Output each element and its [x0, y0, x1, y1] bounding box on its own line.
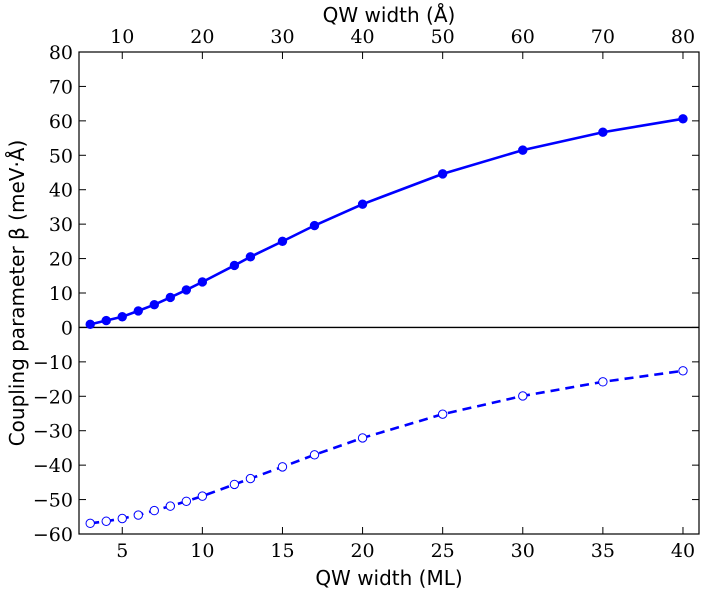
y-tick-label: 0: [61, 317, 73, 339]
x2-tick-label: 50: [431, 26, 455, 48]
y-tick-label: −50: [33, 490, 73, 512]
x-tick-label: 35: [591, 540, 615, 562]
data-point-filled: [309, 220, 320, 231]
data-point-open: [678, 366, 688, 376]
y-tick-label: −10: [33, 352, 73, 374]
y-tick-label: 80: [49, 42, 73, 64]
data-point-open: [181, 496, 192, 506]
x2-tick-label: 60: [511, 26, 535, 48]
series-line-1: [89, 117, 684, 326]
y-tick-label: 60: [49, 111, 73, 133]
y-tick-label: 30: [49, 214, 73, 236]
x2-axis-title: QW width (Å): [323, 3, 456, 27]
data-point-open: [149, 505, 159, 516]
y-tick-label: 10: [49, 283, 73, 305]
data-point-filled: [197, 277, 208, 287]
x2-tick-labels: 10 20 30 40 50 60 70 80: [110, 26, 695, 48]
x2-tick-label: 10: [110, 26, 134, 48]
data-point-open: [245, 473, 256, 484]
data-point-filled: [165, 292, 176, 303]
x2-tick-label: 70: [591, 26, 615, 48]
data-point-open: [229, 479, 240, 490]
data-point-filled: [229, 260, 240, 271]
data-point-open: [277, 462, 288, 472]
y-tick-label: −40: [33, 455, 73, 477]
data-point-filled: [133, 306, 143, 316]
tick-marks: [79, 51, 699, 535]
data-point-filled: [181, 285, 192, 295]
x-tick-label: 30: [511, 540, 535, 562]
y-axis-title: Coupling parameter β (meV·Å): [5, 140, 29, 447]
y-tick-label: 20: [49, 249, 73, 271]
series-line-2: [90, 369, 684, 525]
x-tick-label: 15: [270, 540, 294, 562]
x-axis-title: QW width (ML): [315, 566, 462, 590]
data-point-open: [309, 450, 320, 460]
data-point-open: [85, 518, 95, 529]
y-tick-label: 40: [49, 180, 73, 202]
x-tick-labels: 5 10 15 20 25 30 35 40: [116, 540, 695, 562]
data-point-open: [117, 513, 127, 524]
x-tick-label: 25: [431, 540, 455, 562]
data-point-filled: [518, 145, 528, 155]
x-tick-label: 10: [190, 540, 214, 562]
y-tick-label: −20: [33, 386, 73, 408]
data-point-open: [598, 377, 608, 387]
x2-tick-label: 20: [190, 26, 214, 48]
data-point-filled: [101, 315, 111, 326]
data-point-open: [197, 491, 208, 501]
plot-content: [79, 114, 699, 529]
x2-tick-label: 80: [671, 26, 695, 48]
y-tick-labels: −60 −50 −40 −30 −20 −10 0 10 20 30 40 50 60 70 80: [33, 42, 73, 546]
plot-frame: [78, 51, 700, 535]
y-tick-label: −60: [33, 524, 73, 546]
data-point-open: [357, 433, 368, 443]
x2-tick-label: 30: [270, 26, 294, 48]
data-point-open: [101, 516, 111, 526]
x2-tick-label: 40: [350, 26, 374, 48]
x-tick-label: 5: [116, 540, 128, 562]
x-tick-label: 40: [671, 540, 695, 562]
data-point-filled: [149, 300, 159, 310]
y-tick-label: 70: [49, 76, 73, 98]
data-point-filled: [678, 114, 688, 124]
data-point-open: [133, 510, 143, 520]
data-point-filled: [85, 319, 95, 330]
data-point-filled: [277, 236, 288, 247]
data-point-filled: [357, 199, 368, 209]
data-point-filled: [245, 252, 256, 262]
y-tick-label: −30: [33, 421, 73, 443]
data-point-filled: [437, 169, 448, 179]
data-point-open: [165, 501, 176, 511]
data-point-filled: [117, 312, 127, 322]
y-tick-label: 50: [49, 145, 73, 167]
x-tick-label: 20: [350, 540, 374, 562]
data-point-filled: [598, 127, 608, 137]
data-point-open: [518, 391, 528, 401]
data-point-open: [437, 409, 448, 419]
